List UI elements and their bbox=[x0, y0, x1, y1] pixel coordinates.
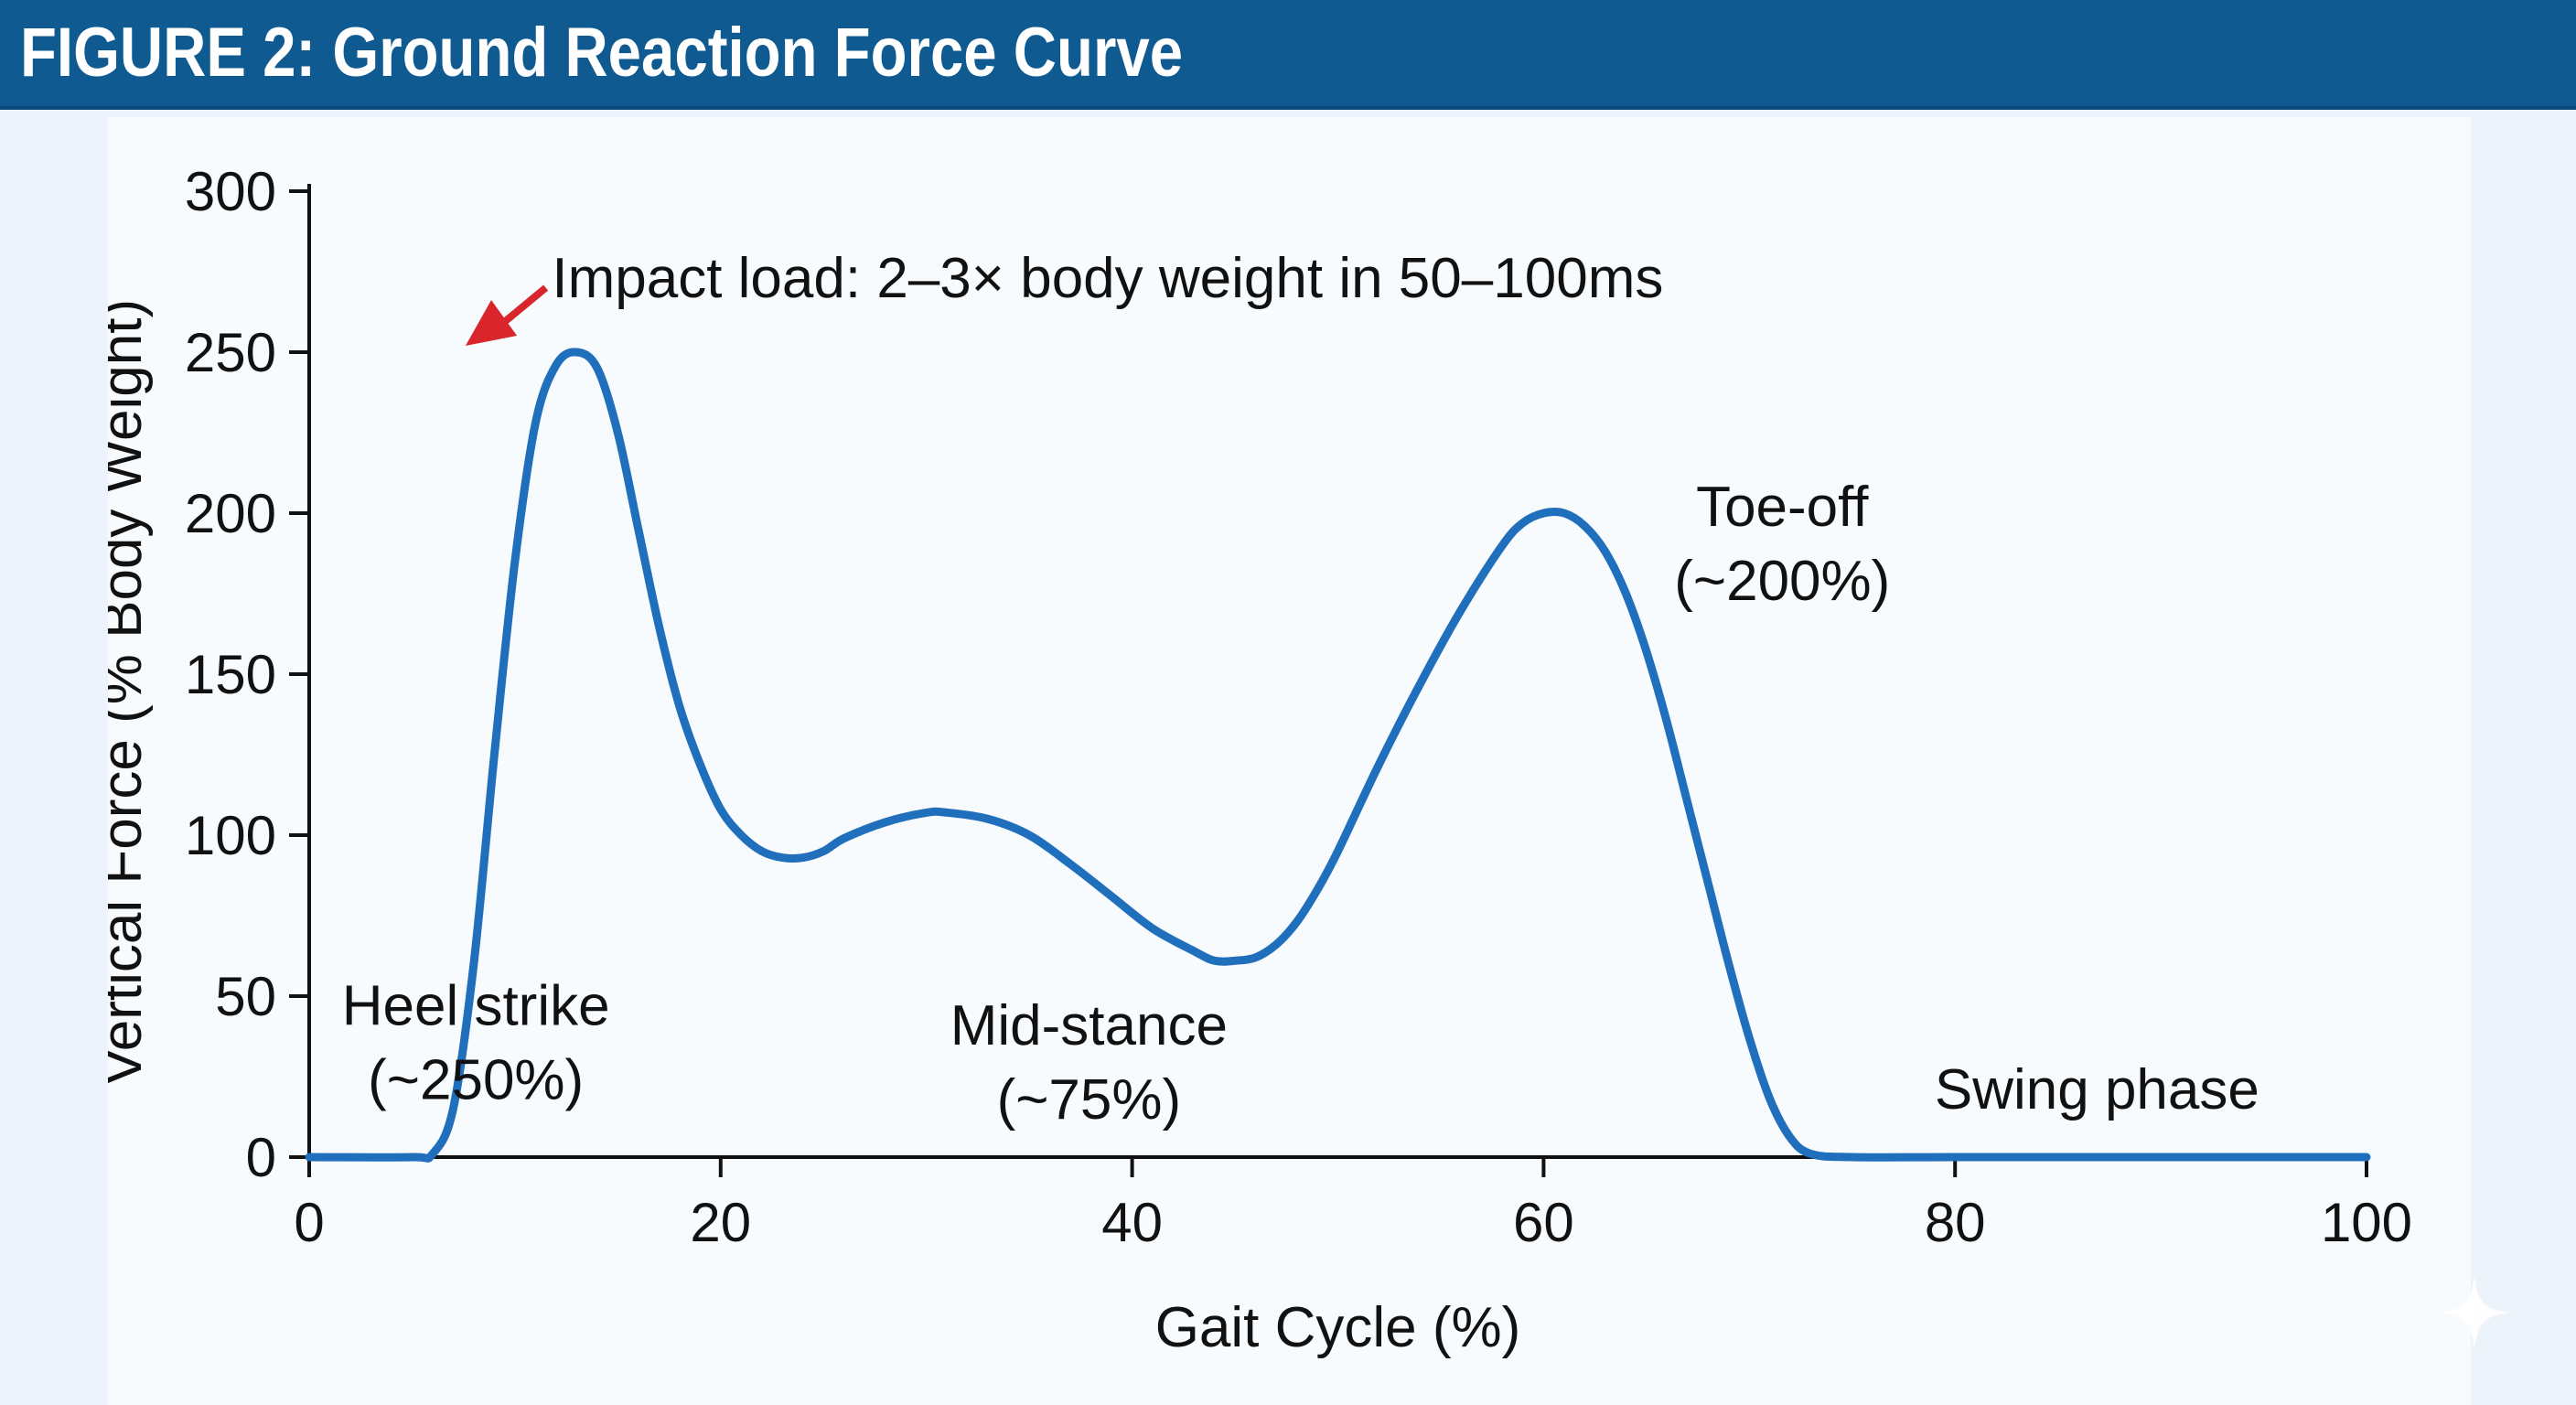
y-axis-title: Vertical Force (% Body Weight) bbox=[108, 299, 154, 1086]
x-tick-label: 0 bbox=[294, 1192, 324, 1253]
sparkle-icon bbox=[2438, 1276, 2511, 1349]
y-tick-label: 300 bbox=[185, 161, 276, 222]
x-axis-title: Gait Cycle (%) bbox=[1155, 1296, 1521, 1359]
chart-annotations: Impact load: 2–3× body weight in 50–100m… bbox=[342, 247, 2259, 1132]
x-tick-label: 80 bbox=[1925, 1192, 1986, 1253]
figure-title: FIGURE 2: Ground Reaction Force Curve bbox=[20, 14, 1184, 91]
swing-phase-label: Swing phase bbox=[1935, 1058, 2259, 1121]
y-tick-label: 150 bbox=[185, 644, 276, 705]
y-tick-label: 250 bbox=[185, 322, 276, 383]
x-tick-label: 60 bbox=[1513, 1192, 1574, 1253]
figure-header: FIGURE 2: Ground Reaction Force Curve bbox=[0, 0, 2576, 110]
y-tick-label: 0 bbox=[246, 1127, 276, 1188]
x-tick-label: 40 bbox=[1101, 1192, 1163, 1253]
y-tick-label: 100 bbox=[185, 805, 276, 866]
toe-off-label: Toe-off bbox=[1696, 476, 1869, 539]
y-tick-label: 200 bbox=[185, 483, 276, 544]
impact-arrow-head bbox=[465, 300, 518, 346]
chart-axes bbox=[307, 184, 2367, 1159]
chart-panel: 0 50 100 150 200 250 300 0 20 40 60 80 100 Vertical… bbox=[108, 117, 2471, 1405]
heel-strike-value: (~250%) bbox=[368, 1049, 584, 1112]
mid-stance-label: Mid-stance bbox=[950, 994, 1228, 1057]
y-tick-label: 50 bbox=[215, 966, 276, 1027]
force-curve-line bbox=[305, 348, 2371, 1163]
y-axis-ticks: 0 50 100 150 200 250 300 bbox=[185, 161, 309, 1188]
ground-reaction-force-chart: 0 50 100 150 200 250 300 0 20 40 60 80 100 Vertical… bbox=[108, 161, 2412, 1359]
heel-strike-label: Heel strike bbox=[342, 975, 610, 1038]
x-tick-label: 100 bbox=[2321, 1192, 2412, 1253]
impact-load-annotation: Impact load: 2–3× body weight in 50–100m… bbox=[552, 247, 1663, 310]
mid-stance-value: (~75%) bbox=[997, 1068, 1182, 1132]
x-axis-ticks: 0 20 40 60 80 100 bbox=[294, 1157, 2412, 1253]
toe-off-value: (~200%) bbox=[1674, 550, 1890, 613]
x-tick-label: 20 bbox=[690, 1192, 751, 1253]
